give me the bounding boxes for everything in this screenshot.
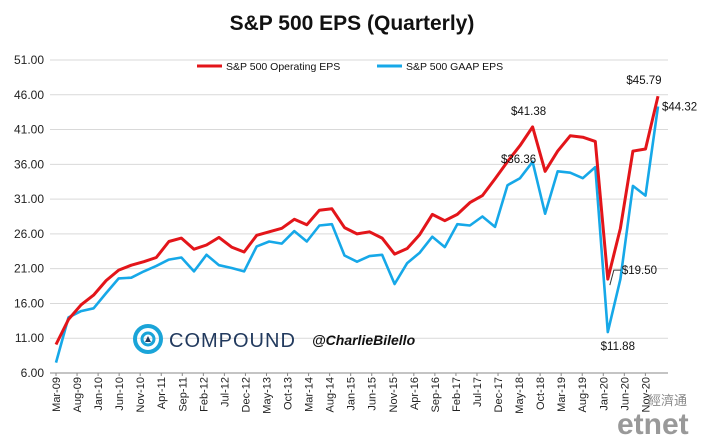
annotation-leader — [609, 269, 621, 286]
compound-logo — [133, 324, 163, 354]
x-tick-label: Oct-18 — [535, 377, 547, 410]
x-tick-label: Feb-12 — [198, 377, 210, 412]
annotation-label: $41.38 — [511, 106, 546, 118]
x-tick-label: May-18 — [514, 377, 526, 414]
x-tick-label: Jan-15 — [346, 377, 358, 411]
x-tick-label: Jul-17 — [472, 377, 484, 407]
x-tick-label: May-13 — [261, 377, 273, 414]
x-tick-label: Sep-16 — [430, 377, 442, 412]
y-tick-label: 31.00 — [14, 192, 44, 206]
x-tick-label: Oct-13 — [283, 377, 295, 410]
compound-brand-text: COMPOUND — [169, 330, 296, 352]
y-tick-label: 46.00 — [14, 88, 44, 102]
series — [54, 95, 660, 363]
x-tick-label: Aug-14 — [325, 377, 337, 412]
x-tick-label: Jun-15 — [367, 377, 379, 411]
compound-logo-triangle-icon — [145, 336, 151, 342]
annotation-label: $19.50 — [622, 265, 657, 277]
y-tick-label: 6.00 — [21, 366, 45, 380]
y-tick-label: 16.00 — [14, 296, 44, 310]
etnet-watermark: 經濟通 etnet — [617, 393, 689, 437]
annotation-label: $44.32 — [662, 101, 697, 113]
x-tick-label: Dec-17 — [493, 377, 505, 412]
legend-label-operating-eps: S&P 500 Operating EPS — [226, 61, 340, 73]
x-tick-label: Jul-12 — [219, 377, 231, 407]
y-tick-label: 11.00 — [15, 331, 44, 345]
series-line-gaap-eps — [54, 106, 660, 363]
compound-logo-ring-icon — [133, 324, 163, 354]
x-axis-ticks: Mar-09 Aug-09 Jan-10 Jun-10 Nov-10 Apr-11 Sep-… — [51, 373, 652, 414]
compound-logo-inner-icon — [140, 331, 156, 347]
x-tick-label: Jan-10 — [93, 377, 105, 411]
chart-title: S&P 500 EPS (Quarterly) — [230, 12, 475, 35]
annotations: $45.79 $44.32 $41.38 $36.36 $19.50 $11.88 — [501, 75, 697, 353]
x-tick-label: Jun-20 — [619, 377, 631, 411]
annotation-label: $45.79 — [626, 75, 661, 87]
twitter-handle: @CharlieBilello — [312, 332, 416, 348]
y-tick-label: 51.00 — [14, 53, 44, 67]
x-tick-label: Feb-17 — [451, 377, 463, 412]
x-tick-label: Dec-12 — [240, 377, 252, 412]
etnet-chinese-text: 經濟通 — [648, 393, 687, 408]
x-tick-label: Apr-16 — [409, 377, 421, 410]
y-tick-label: 36.00 — [14, 157, 44, 171]
legend: S&P 500 Operating EPS S&P 500 GAAP EPS — [197, 61, 503, 73]
x-tick-label: Aug-09 — [72, 377, 84, 412]
x-tick-label: Jan-20 — [598, 377, 610, 411]
y-axis-ticks: 51.00 46.00 41.00 36.00 31.00 26.00 21.00 16.00… — [14, 53, 44, 380]
y-tick-label: 21.00 — [14, 262, 44, 276]
x-tick-label: Nov-10 — [135, 377, 147, 412]
x-tick-label: Mar-19 — [556, 377, 568, 412]
y-tick-label: 26.00 — [14, 227, 44, 241]
legend-label-gaap-eps: S&P 500 GAAP EPS — [406, 61, 503, 73]
x-tick-label: Mar-09 — [51, 377, 63, 412]
x-tick-label: Aug-19 — [577, 377, 589, 412]
etnet-logo-text: etnet — [617, 408, 689, 437]
x-tick-label: Sep-11 — [177, 377, 189, 412]
y-tick-label: 41.00 — [14, 123, 44, 137]
annotation-label: $11.88 — [601, 341, 635, 353]
x-tick-label: Jun-10 — [114, 377, 126, 411]
x-tick-label: Nov-15 — [388, 377, 400, 412]
x-tick-label: Apr-11 — [156, 377, 168, 409]
annotation-label: $36.36 — [501, 154, 536, 166]
x-tick-label: Nov-20 — [640, 377, 652, 412]
x-tick-label: Mar-14 — [304, 377, 316, 412]
series-line-operating-eps — [54, 95, 660, 346]
